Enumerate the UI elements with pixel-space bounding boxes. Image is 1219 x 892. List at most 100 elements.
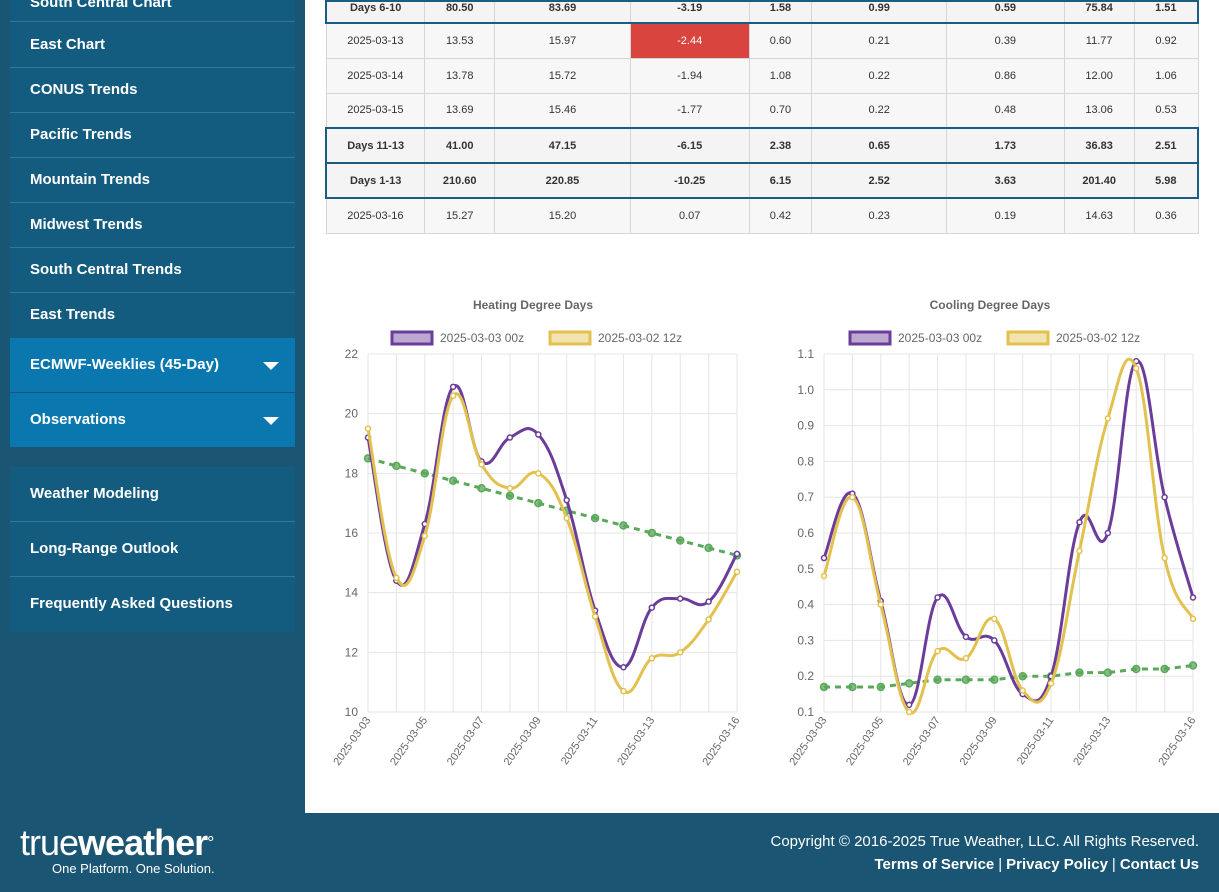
y-tick-label: 18	[345, 466, 359, 480]
trueweather-logo[interactable]: trueweather° One Platform. One Solution.	[20, 822, 215, 877]
legend-swatch	[1006, 330, 1050, 346]
sidebar-item-faq[interactable]: Frequently Asked Questions	[30, 595, 233, 612]
y-tick-label: 14	[345, 586, 359, 600]
data-point	[477, 484, 486, 493]
data-point	[590, 513, 600, 523]
data-point	[563, 496, 570, 504]
data-point	[820, 554, 828, 562]
table-cell: 1.08	[748, 57, 813, 94]
sidebar-item-long-range-outlook[interactable]: Long-Range Outlook	[10, 522, 295, 577]
data-point	[1189, 594, 1197, 601]
x-tick-label: 2025-03-03	[787, 715, 829, 768]
data-point	[591, 613, 599, 620]
table-cell: 75.84	[1063, 0, 1135, 24]
table-cell: 1.51	[1133, 0, 1199, 24]
sidebar-expand-observations[interactable]: Observations	[10, 393, 295, 447]
terms-link[interactable]: Terms of Service	[874, 856, 995, 873]
data-point	[934, 594, 941, 601]
link-separator: |	[1111, 856, 1116, 873]
table-cell: 13.53	[424, 22, 496, 59]
x-tick-label: 2025-03-05	[844, 715, 886, 768]
contact-link[interactable]: Contact Us	[1119, 856, 1199, 873]
data-point	[1189, 615, 1197, 623]
sidebar: South Central Chart East Chart CONUS Tre…	[0, 0, 305, 813]
x-tick-label: 2025-03-16	[700, 715, 742, 768]
table-cell: 0.39	[946, 22, 1065, 59]
table-cell: -1.94	[629, 57, 750, 94]
data-point	[1160, 664, 1169, 674]
table-cell: 0.22	[811, 57, 948, 94]
sidebar-item-label: South Central Chart	[30, 0, 172, 11]
table-cell: -1.77	[629, 92, 750, 129]
table-cell: 2025-03-15	[325, 92, 426, 129]
table-cell: 0.21	[811, 22, 948, 59]
table-cell: 0.48	[946, 92, 1065, 129]
table-cell: -2.44	[629, 22, 750, 59]
data-point	[733, 550, 741, 558]
x-tick-label: 2025-03-09	[502, 715, 544, 768]
data-point	[705, 598, 712, 605]
data-point	[990, 675, 999, 685]
data-point	[449, 392, 457, 400]
table-cell: 11.77	[1063, 22, 1135, 59]
sidebar-item-weather-modeling[interactable]: Weather Modeling	[10, 467, 295, 522]
legend-label: 2025-03-02 12z	[1056, 331, 1140, 345]
data-point	[1161, 554, 1168, 562]
sidebar-item-conus-trends[interactable]: CONUS Trends	[10, 68, 295, 113]
sidebar-expand-label: Observations	[30, 411, 126, 428]
data-point	[962, 633, 970, 641]
sidebar-expand-ecmwf-weeklies[interactable]: ECMWF-Weeklies (45-Day)	[10, 338, 295, 392]
data-point	[1103, 668, 1113, 677]
sidebar-item-pacific-trends[interactable]: Pacific Trends	[10, 113, 295, 158]
degree-days-table: Days 6-10 80.50 83.69 -3.19 1.58 0.99 0.59 75.8…	[325, 0, 1199, 234]
copyright-text: Copyright © 2016-2025 True Weather, LLC.…	[770, 833, 1199, 850]
data-point	[535, 470, 542, 477]
cdd-chart-svg: Cooling Degree Days 2025-03-03 00z 2025-03…	[787, 298, 1198, 768]
table-cell: 0.59	[946, 0, 1065, 24]
table-cell: -10.25	[629, 162, 750, 199]
link-separator: |	[998, 856, 1003, 873]
data-point	[1104, 415, 1112, 422]
x-tick-label: 2025-03-13	[1071, 715, 1113, 768]
hdd-chart-svg: Heating Degree Days 2025-03-03 00z 2025-03…	[331, 298, 742, 768]
sidebar-item-east-chart[interactable]: East Chart	[10, 23, 295, 68]
table-cell: 2025-03-16	[325, 197, 426, 234]
logo-text-bold: weather	[78, 822, 208, 863]
table-cell: 0.19	[946, 197, 1065, 234]
table-cell: 0.92	[1133, 22, 1199, 59]
sidebar-item-midwest-trends[interactable]: Midwest Trends	[10, 203, 295, 248]
data-point	[1188, 661, 1198, 670]
x-tick-label: 2025-03-16	[1156, 715, 1198, 768]
table-cell: 220.85	[494, 162, 631, 199]
table-cell: 15.46	[494, 92, 631, 129]
y-tick-label: 1.0	[797, 383, 814, 397]
table-cell: 1.73	[946, 127, 1065, 164]
data-point	[505, 491, 515, 500]
sidebar-item-east-trends[interactable]: East Trends	[30, 306, 116, 323]
series-line	[822, 357, 1195, 715]
caret-down-icon	[263, 417, 279, 425]
table-cell: 0.53	[1133, 92, 1199, 129]
data-point	[478, 461, 485, 468]
data-point	[620, 664, 627, 671]
footer-links: Terms of Service | Privacy Policy | Contact …	[874, 856, 1199, 873]
table-cell: 0.42	[748, 197, 813, 234]
x-tick-label: 2025-03-11	[1015, 715, 1057, 767]
data-point	[820, 572, 828, 580]
sidebar-item-south-central-trends[interactable]: South Central Trends	[10, 248, 295, 293]
sidebar-item-mountain-trends[interactable]: Mountain Trends	[10, 158, 295, 203]
table-cell: 201.40	[1063, 162, 1135, 199]
data-point	[904, 679, 914, 688]
y-tick-label: 22	[345, 347, 359, 361]
privacy-link[interactable]: Privacy Policy	[1006, 856, 1108, 873]
sidebar-item-south-central-chart[interactable]: South Central Chart	[10, 0, 295, 22]
data-point	[1104, 529, 1112, 537]
table-cell: 41.00	[424, 127, 496, 164]
chart-title: Cooling Degree Days	[930, 298, 1051, 312]
series-line	[367, 456, 738, 557]
table-cell: -3.19	[629, 0, 750, 24]
table-cell: Days 11-13	[325, 127, 426, 164]
y-tick-label: 0.4	[797, 598, 814, 612]
legend-label: 2025-03-02 12z	[598, 331, 682, 345]
sidebar-expand-label: ECMWF-Weeklies (45-Day)	[30, 356, 219, 373]
